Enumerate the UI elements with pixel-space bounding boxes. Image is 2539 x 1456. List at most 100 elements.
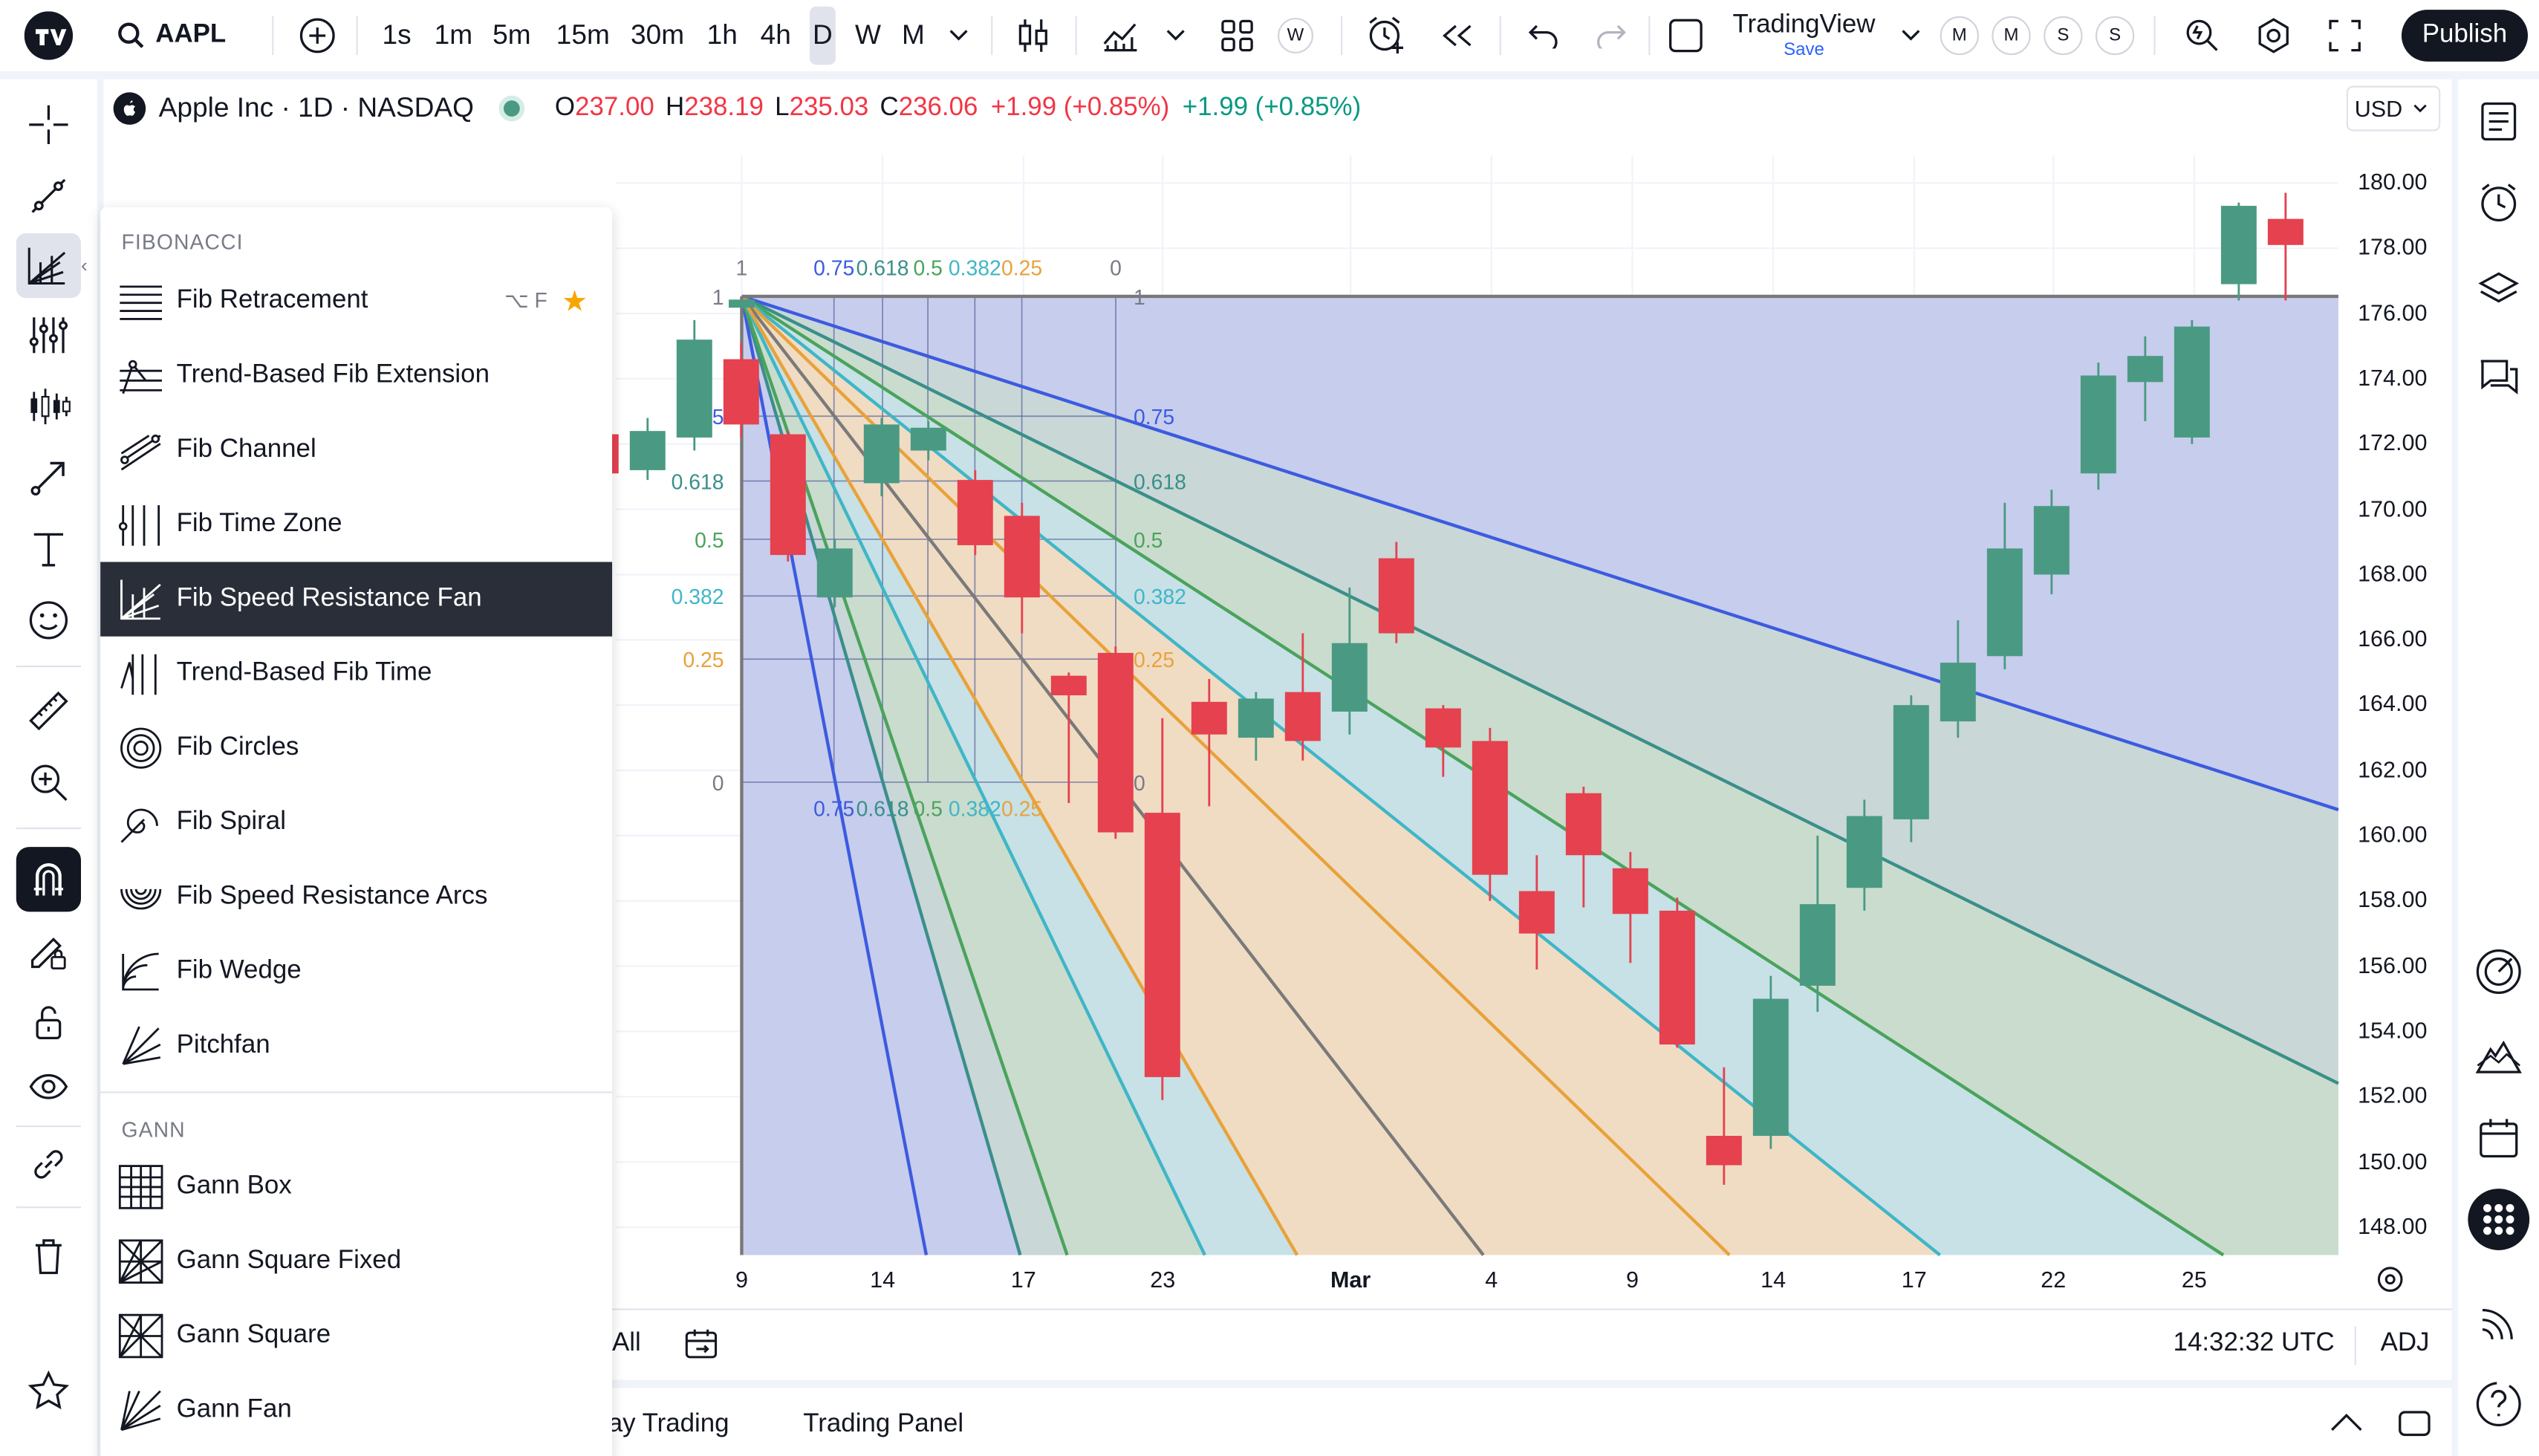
price-chart[interactable]: 10.750.6180.50.3820.25010.750.6180.50.38… xyxy=(104,79,2452,1310)
menu-item-fib-spiral[interactable]: Fib Spiral xyxy=(100,785,612,859)
calendar-button[interactable] xyxy=(2466,1106,2531,1171)
layout-button[interactable] xyxy=(1212,0,1264,71)
trading-button[interactable] xyxy=(2466,939,2531,1004)
price-label: 160.00 xyxy=(2358,821,2428,848)
fib-label-right: 0.25 xyxy=(1134,649,1174,672)
interval-15m[interactable]: 15m xyxy=(550,0,615,71)
favorites-button[interactable] xyxy=(16,1359,81,1423)
object-tree-button[interactable] xyxy=(2466,258,2531,322)
undo-button[interactable] xyxy=(1519,0,1567,71)
redo-button[interactable] xyxy=(1587,0,1635,71)
menu-item-fib-time-zone[interactable]: Fib Time Zone xyxy=(100,487,612,562)
market-status-dot[interactable] xyxy=(503,100,519,117)
interval-1h[interactable]: 1h xyxy=(700,0,745,71)
collapse-panel-button[interactable] xyxy=(2329,1411,2364,1441)
indicators-dropdown[interactable] xyxy=(1160,0,1192,71)
watchlist-badge-3[interactable]: S xyxy=(2044,0,2083,71)
menu-item-fib-speed-resistance-arcs[interactable]: Fib Speed Resistance Arcs xyxy=(100,860,612,935)
menu-item-gann-square[interactable]: Gann Square xyxy=(100,1299,612,1373)
menu-item-fib-channel[interactable]: Fib Channel xyxy=(100,413,612,487)
interval-dropdown[interactable] xyxy=(943,0,975,71)
layout-name-button[interactable]: TradingView Save xyxy=(1723,0,1885,71)
interval-m[interactable]: M xyxy=(894,0,932,71)
utc-clock[interactable]: 14:32:32 UTC xyxy=(2173,1329,2335,1357)
interval-w[interactable]: W xyxy=(848,0,887,71)
menu-item-trend-based-fib-time[interactable]: Trend-Based Fib Time xyxy=(100,637,612,711)
watchlist-badge-1[interactable]: M xyxy=(1940,0,1979,71)
goto-date-button[interactable] xyxy=(683,1326,719,1370)
alert-button[interactable] xyxy=(1360,0,1412,71)
quick-search-button[interactable] xyxy=(2176,0,2228,71)
tradingview-logo[interactable] xyxy=(16,0,81,71)
menu-item-fib-speed-resistance-fan[interactable]: Fib Speed Resistance Fan xyxy=(100,562,613,637)
watchlist-badge-4[interactable]: S xyxy=(2095,0,2135,71)
remove-drawings-button[interactable] xyxy=(16,1223,81,1287)
measure-tool[interactable] xyxy=(16,678,81,743)
symbol-search[interactable]: AAPL xyxy=(117,0,246,71)
text-tool[interactable] xyxy=(16,516,81,581)
help-button[interactable] xyxy=(2466,1371,2531,1436)
maximize-panel-button[interactable] xyxy=(2396,1407,2432,1448)
hide-drawings-button[interactable] xyxy=(16,1054,81,1119)
settings-button[interactable] xyxy=(2248,0,2300,71)
layout-name-dropdown[interactable] xyxy=(1895,0,1928,71)
layout-select-checkbox[interactable] xyxy=(1662,0,1710,71)
lock-drawings-button[interactable] xyxy=(16,989,81,1054)
sync-drawings-button[interactable] xyxy=(16,1132,81,1197)
alerts-button[interactable] xyxy=(2466,170,2531,235)
zoom-in-tool[interactable] xyxy=(16,750,81,814)
interval-5m[interactable]: 5m xyxy=(486,0,538,71)
patterns-tool[interactable] xyxy=(16,303,81,368)
menu-item-trend-based-fib-extension[interactable]: Trend-Based Fib Extension xyxy=(100,339,612,413)
compare-symbol-button[interactable] xyxy=(291,0,343,71)
favorite-star-icon[interactable]: ★ xyxy=(562,284,588,317)
fullscreen-button[interactable] xyxy=(2319,0,2371,71)
price-scale[interactable]: 180.00 178.00 176.00 174.00 172.00 170.00 168.… xyxy=(2338,155,2452,1256)
interval-4h[interactable]: 4h xyxy=(755,0,797,71)
menu-item-gann-fan[interactable]: Gann Fan xyxy=(100,1374,612,1448)
emoji-tool[interactable] xyxy=(16,588,81,652)
fib-tool-group[interactable] xyxy=(16,233,81,299)
menu-item-gann-box[interactable]: Gann Box xyxy=(100,1150,612,1224)
brush-tool[interactable] xyxy=(16,446,81,510)
menu-item-label: Gann Fan xyxy=(176,1396,292,1424)
interval-d[interactable]: D xyxy=(807,0,839,71)
magnet-mode-button[interactable] xyxy=(16,847,81,912)
menu-item-fib-retracement[interactable]: Fib Retracement ⌥ F ★ xyxy=(100,264,612,338)
bottom-panel-tabs: lay Trading Trading Panel xyxy=(602,1379,2452,1455)
chats-button[interactable] xyxy=(2466,345,2531,409)
fib-spiral-icon xyxy=(114,795,169,850)
chart-type-button[interactable] xyxy=(1007,0,1059,71)
layout-badge[interactable]: W xyxy=(1276,0,1315,71)
interval-30m[interactable]: 30m xyxy=(622,0,693,71)
replay-button[interactable] xyxy=(1431,0,1483,71)
watchlist-badge-2[interactable]: M xyxy=(1992,0,2031,71)
publish-button[interactable]: Publish xyxy=(2400,0,2529,71)
crosshair-tool[interactable] xyxy=(16,92,81,157)
menu-item-fib-wedge[interactable]: Fib Wedge xyxy=(100,935,612,1009)
range-all-button[interactable]: All xyxy=(612,1329,641,1357)
time-scale[interactable]: 9 14 17 23 Mar 4 9 14 17 22 25 xyxy=(615,1263,2338,1301)
adjust-data-button[interactable]: ADJ xyxy=(2380,1329,2430,1357)
symbol-description[interactable]: Apple Inc · 1D · NASDAQ xyxy=(158,92,474,123)
trend-line-tool[interactable] xyxy=(16,163,81,228)
menu-item-fib-circles[interactable]: Fib Circles xyxy=(100,711,612,785)
interval-1m[interactable]: 1m xyxy=(428,0,480,71)
prediction-tool[interactable] xyxy=(16,374,81,439)
watchlist-button[interactable] xyxy=(2466,89,2531,154)
gann-square-fixed-icon xyxy=(114,1234,169,1289)
tab-trading-panel[interactable]: Trading Panel xyxy=(803,1410,964,1438)
products-button[interactable] xyxy=(2466,1187,2531,1252)
currency-selector[interactable]: USD xyxy=(2346,85,2441,131)
indicators-button[interactable] xyxy=(1095,0,1147,71)
ideas-button[interactable] xyxy=(2466,1024,2531,1088)
streams-button[interactable] xyxy=(2466,1290,2531,1355)
high-label: H xyxy=(666,94,685,122)
expand-arrow-icon[interactable]: ‹ xyxy=(81,254,88,277)
stay-in-drawing-mode[interactable] xyxy=(16,918,81,983)
menu-item-gann-square-fixed[interactable]: Gann Square Fixed xyxy=(100,1224,612,1299)
scale-settings-button[interactable] xyxy=(2374,1263,2413,1301)
menu-item-pitchfan[interactable]: Pitchfan xyxy=(100,1009,612,1083)
interval-1s[interactable]: 1s xyxy=(372,0,420,71)
tab-replay-trading[interactable]: lay Trading xyxy=(602,1410,729,1438)
